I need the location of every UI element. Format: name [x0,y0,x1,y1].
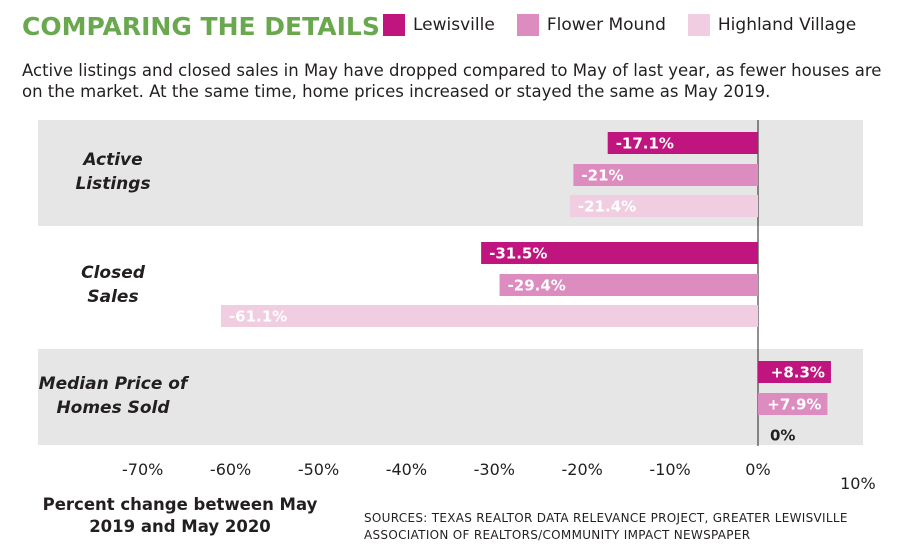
x-tick-label: -20% [562,460,603,479]
category-label: Listings [75,174,150,194]
x-tick-label: -70% [122,460,163,479]
x-tick-label: -30% [474,460,515,479]
chart-subtitle: Active listings and closed sales in May … [22,61,882,101]
category-label: Median Price of [39,374,190,394]
bar-value-label: -17.1% [616,135,674,153]
bar [573,164,758,186]
bar [607,132,758,154]
sources-note: SOURCES: TEXAS REALTOR DATA RELEVANCE PR… [364,511,848,542]
x-tick-label: -40% [386,460,427,479]
bar [220,305,758,327]
bar [758,393,828,415]
bar-value-label: +7.9% [767,396,821,414]
legend-item-lewisville: Lewisville [383,14,495,36]
legend-label-lewisville: Lewisville [413,15,495,35]
category-label: Closed [81,263,146,283]
bar [481,242,758,264]
legend-swatch-lewisville [383,14,405,36]
category-label: Homes Sold [56,398,170,418]
bar [569,195,758,217]
x-tick-label: -10% [649,460,690,479]
category-panel [38,349,863,445]
x-tick-label: -60% [210,460,251,479]
bar-value-label: -31.5% [489,245,547,263]
legend-swatch-highland-village [687,14,710,36]
category-label: Sales [87,287,138,307]
bar-value-label: -21.4% [578,198,636,216]
legend-item-highland-village: Highland Village [687,14,857,36]
bar-value-label: -61.1% [229,308,287,326]
bar-value-label: +8.3% [771,364,825,382]
x-tick-label: -50% [298,460,339,479]
legend-item-flower-mound: Flower Mound [516,14,666,36]
bar-value-label: -21% [581,167,623,185]
bar [758,361,831,383]
legend-label-highland-village: Highland Village [717,15,857,35]
x-tick-label: 0% [745,460,770,479]
chart-title: COMPARING THE DETAILS [22,12,380,41]
bar-value-label: -29.4% [508,277,566,295]
legend-label-flower-mound: Flower Mound [546,15,666,35]
legend: Lewisville Flower Mound Highland Village [383,14,856,36]
category-label: Active [81,150,142,170]
x-axis-label: Percent change between May 2019 and May … [42,495,318,536]
bar [499,274,758,296]
x-tick-label: 10% [840,474,876,493]
legend-swatch-flower-mound [516,14,539,36]
bar-value-label: 0% [770,427,795,445]
